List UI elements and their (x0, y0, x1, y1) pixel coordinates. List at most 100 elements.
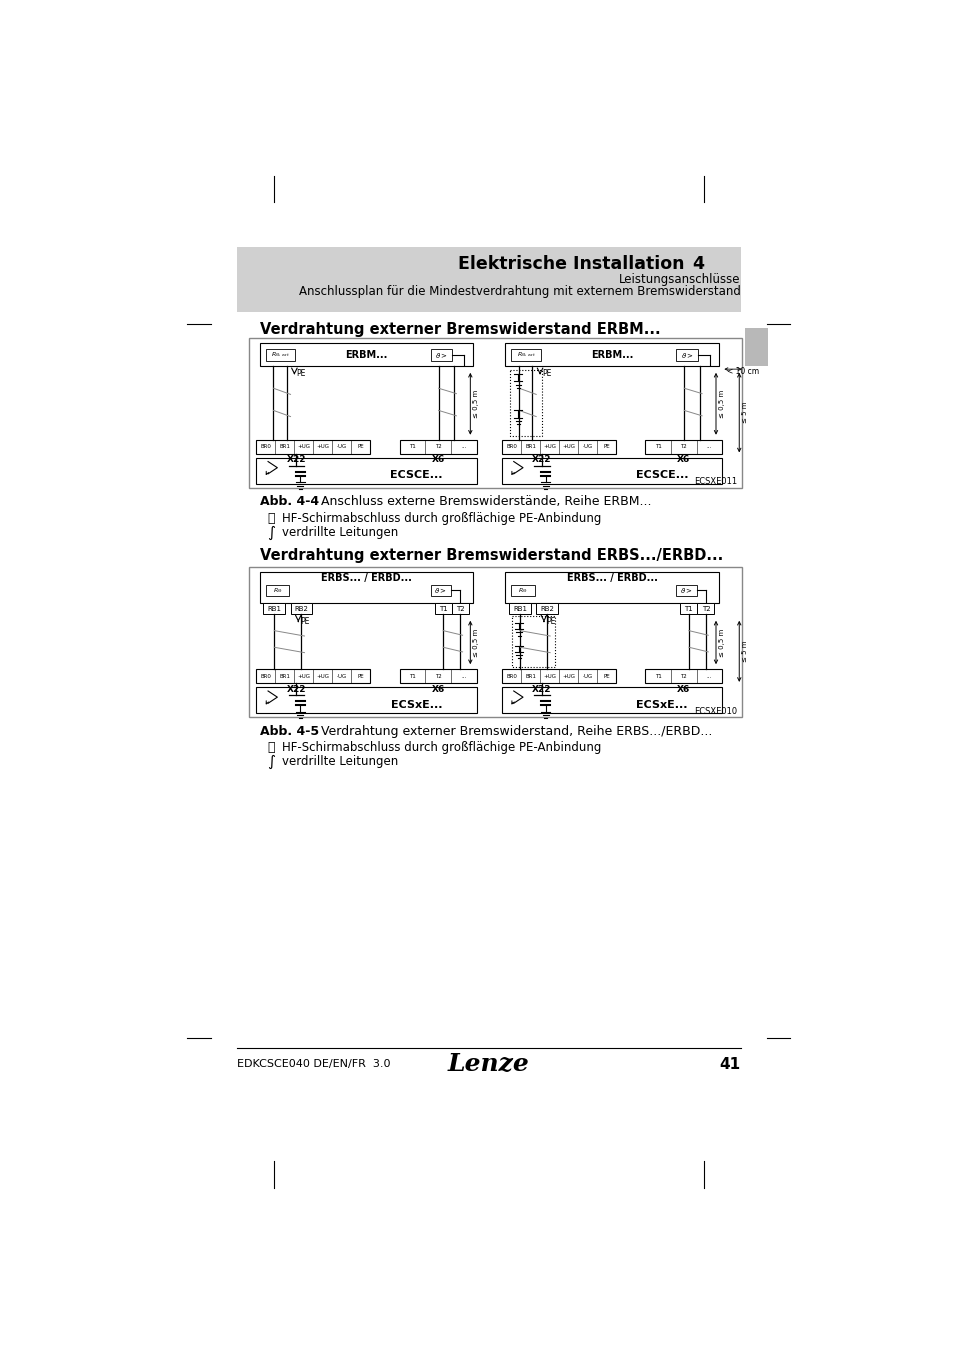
Text: PE: PE (602, 674, 609, 679)
Text: EDKCSCE040 DE/EN/FR  3.0: EDKCSCE040 DE/EN/FR 3.0 (236, 1060, 390, 1069)
Text: -UG: -UG (582, 674, 592, 679)
Bar (676, 350, 698, 362)
Text: $\vartheta >$: $\vartheta >$ (435, 351, 448, 359)
Text: $R_{\Theta,ext}$: $R_{\Theta,ext}$ (516, 351, 536, 359)
Text: Leistungsanschlüsse: Leistungsanschlüsse (618, 273, 740, 286)
Text: RB1: RB1 (267, 606, 281, 612)
Bar (259, 572, 473, 603)
Text: X22: X22 (286, 455, 306, 464)
Text: PE: PE (546, 617, 555, 626)
Text: X22: X22 (286, 684, 306, 694)
Text: RB1: RB1 (513, 606, 526, 612)
Text: BR0: BR0 (260, 444, 271, 450)
Bar (501, 687, 721, 713)
Text: $R_{\Theta}$: $R_{\Theta}$ (273, 586, 282, 594)
Text: +UG: +UG (542, 444, 556, 450)
Text: ERBM...: ERBM... (345, 350, 387, 359)
Text: ≤ 0,5 m: ≤ 0,5 m (473, 628, 479, 656)
Text: ...: ... (706, 444, 711, 450)
Text: BR1: BR1 (279, 444, 290, 450)
Text: $\vartheta >$: $\vartheta >$ (434, 586, 447, 594)
Bar (259, 343, 473, 366)
Text: +UG: +UG (542, 674, 556, 679)
Text: T1: T1 (438, 606, 447, 612)
Text: $\vartheta >$: $\vartheta >$ (680, 351, 693, 359)
Text: ECSCE...: ECSCE... (390, 470, 442, 481)
Bar (266, 585, 289, 595)
Bar (511, 585, 534, 595)
Text: ECSXE011: ECSXE011 (694, 477, 737, 486)
Text: X6: X6 (431, 455, 444, 464)
Text: HF-Schirmabschluss durch großflächige PE-Anbindung: HF-Schirmabschluss durch großflächige PE… (282, 741, 600, 755)
Bar (512, 617, 555, 667)
Text: ERBS... / ERBD...: ERBS... / ERBD... (566, 572, 657, 583)
Text: Elektrische Installation: Elektrische Installation (458, 255, 684, 274)
Bar (256, 440, 370, 454)
Text: PE: PE (296, 370, 306, 378)
Text: +UG: +UG (297, 674, 310, 679)
Text: +UG: +UG (561, 444, 575, 450)
Text: PE: PE (300, 617, 310, 626)
Text: ∫: ∫ (267, 755, 274, 770)
Text: Anschlussplan für die Mindestverdrahtung mit externem Bremswiderstand: Anschlussplan für die Mindestverdrahtung… (298, 285, 740, 298)
Text: $R_{\Theta,ext}$: $R_{\Theta,ext}$ (271, 351, 290, 359)
Text: 4: 4 (692, 255, 704, 274)
Text: verdrillte Leitungen: verdrillte Leitungen (282, 526, 397, 539)
Text: PE: PE (602, 444, 609, 450)
Text: T1: T1 (654, 674, 661, 679)
Text: +UG: +UG (561, 674, 575, 679)
Text: ECSXE010: ECSXE010 (694, 706, 737, 716)
Text: T1: T1 (684, 606, 693, 612)
Bar (236, 247, 740, 312)
Text: $\vartheta >$: $\vartheta >$ (679, 586, 692, 594)
Text: ERBS... / ERBD...: ERBS... / ERBD... (321, 572, 412, 583)
Text: Verdrahtung externer Bremswiderstand, Reihe ERBS.../ERBD...: Verdrahtung externer Bremswiderstand, Re… (320, 725, 711, 737)
Text: ...: ... (706, 674, 711, 679)
Text: Abb. 4-4: Abb. 4-4 (260, 495, 319, 508)
Bar (291, 603, 312, 614)
Text: T2: T2 (679, 444, 686, 450)
Bar (676, 585, 696, 595)
Bar (501, 670, 616, 683)
Text: X6: X6 (677, 455, 690, 464)
Text: +UG: +UG (297, 444, 310, 450)
Text: T1: T1 (409, 444, 416, 450)
Text: T1: T1 (409, 674, 416, 679)
Text: PE: PE (357, 674, 364, 679)
Bar (399, 440, 476, 454)
Bar (435, 603, 452, 614)
Bar (697, 603, 714, 614)
Text: ECSCE...: ECSCE... (635, 470, 687, 481)
Text: ...: ... (460, 444, 466, 450)
Text: < 10 cm: < 10 cm (726, 367, 759, 375)
Text: PE: PE (357, 444, 364, 450)
Text: T2: T2 (679, 674, 686, 679)
Text: +UG: +UG (316, 674, 329, 679)
Text: $R_{\Theta}$: $R_{\Theta}$ (517, 586, 527, 594)
Text: ≤ 0,5 m: ≤ 0,5 m (719, 628, 724, 656)
Bar (645, 440, 721, 454)
Bar (452, 603, 468, 614)
Text: HF-Schirmabschluss durch großflächige PE-Anbindung: HF-Schirmabschluss durch großflächige PE… (282, 512, 600, 525)
Text: ≤ 5 m: ≤ 5 m (741, 402, 747, 424)
Text: ≤ 0,5 m: ≤ 0,5 m (719, 390, 724, 418)
Bar (431, 350, 452, 362)
Text: Abb. 4-5: Abb. 4-5 (260, 725, 319, 737)
Text: ERBM...: ERBM... (590, 350, 633, 359)
Bar (505, 343, 719, 366)
Bar (399, 670, 476, 683)
Text: Lenze: Lenze (448, 1053, 529, 1076)
Text: verdrillte Leitungen: verdrillte Leitungen (282, 756, 397, 768)
Text: X22: X22 (532, 455, 551, 464)
Text: Verdrahtung externer Bremswiderstand ERBS.../ERBD...: Verdrahtung externer Bremswiderstand ERB… (260, 548, 722, 563)
Text: BR0: BR0 (506, 674, 517, 679)
Text: Verdrahtung externer Bremswiderstand ERBM...: Verdrahtung externer Bremswiderstand ERB… (260, 323, 660, 338)
Text: ⨝: ⨝ (267, 741, 274, 755)
Text: ≤ 5 m: ≤ 5 m (741, 641, 747, 662)
Text: PE: PE (542, 370, 551, 378)
Bar (509, 370, 541, 436)
Text: X6: X6 (677, 684, 690, 694)
Text: 41: 41 (719, 1057, 740, 1072)
Text: T2: T2 (456, 606, 464, 612)
Text: ECSxE...: ECSxE... (390, 699, 441, 710)
